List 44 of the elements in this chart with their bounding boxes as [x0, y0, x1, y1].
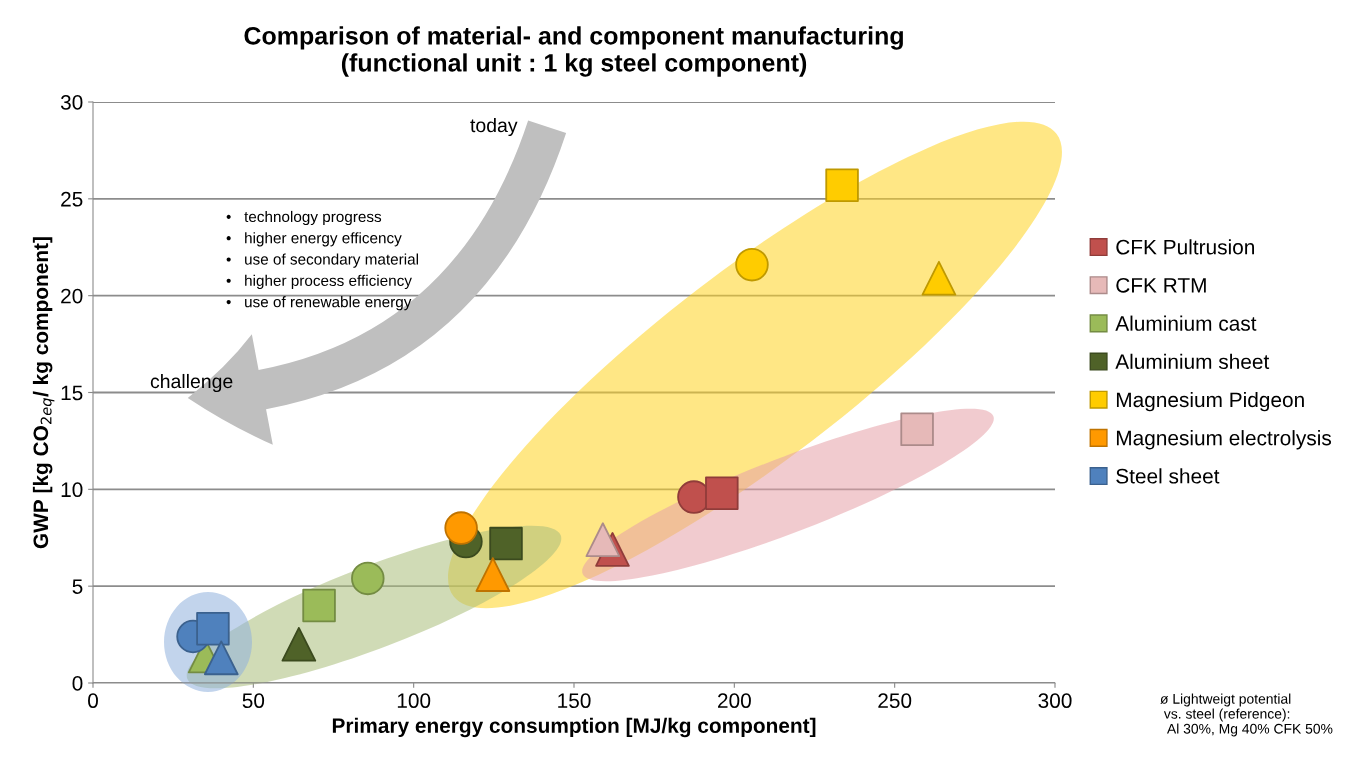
annotation: • technology progress — [226, 210, 382, 226]
legend-label: Aluminium sheet — [1115, 353, 1270, 370]
point — [705, 476, 739, 510]
point — [489, 526, 523, 561]
y-tick-label: 25 — [61, 191, 83, 207]
x-tick-label: 300 — [1038, 693, 1072, 709]
y-tick-label: 30 — [60, 95, 83, 110]
x-tick-label: 100 — [397, 693, 431, 709]
legend-label: CFK RTM — [1116, 277, 1206, 293]
point — [302, 588, 336, 623]
point — [585, 522, 621, 558]
legend-label: Steel sheet — [1116, 468, 1220, 484]
x-tick-label: 200 — [718, 693, 751, 709]
y-tick-label: 10 — [61, 482, 83, 498]
point — [281, 626, 317, 662]
legend-label: Aluminium cast — [1115, 315, 1257, 331]
y-tick-label: 5 — [72, 579, 83, 594]
annotation: • higher energy efficency — [226, 232, 402, 247]
legend-label: CFK Pultrusion — [1116, 239, 1255, 255]
annotation: challenge — [150, 373, 233, 393]
y-tick-label: 20 — [61, 288, 83, 304]
annotation: • higher process efficiency — [226, 274, 412, 290]
chart-title: Comparison of material- and component manufacturing (functional unit : 1 kg steel component) — [244, 26, 903, 77]
annotation: • use of secondary material — [226, 253, 418, 268]
x-tick-label: 150 — [558, 693, 591, 709]
annotation: • use of renewable energy — [226, 296, 412, 311]
point — [735, 247, 769, 282]
y-tick-label: 15 — [61, 385, 83, 401]
y-axis-title: GWP [kg CO$_{2eq}$/ kg component] — [32, 237, 55, 549]
point — [900, 412, 934, 447]
point — [921, 260, 957, 296]
point — [475, 557, 511, 592]
text: ø Lightweigt potential vs. steel (reference): Al 30%, Mg 40% CFK 50% — [1160, 693, 1333, 737]
annotation: today — [470, 117, 518, 137]
legend-label: Magnesium electrolysis — [1116, 430, 1332, 450]
point — [825, 168, 859, 203]
x-tick-label: 50 — [242, 693, 265, 709]
y-tick-label: 0 — [72, 676, 83, 691]
point — [444, 511, 478, 545]
x-axis-title: Primary energy consumption [MJ/kg component] — [332, 717, 816, 738]
x-tick-label: 250 — [878, 693, 912, 709]
point — [351, 561, 385, 596]
x-tick-label: 0 — [88, 693, 98, 709]
legend-label: Magnesium Pidgeon — [1116, 391, 1304, 412]
